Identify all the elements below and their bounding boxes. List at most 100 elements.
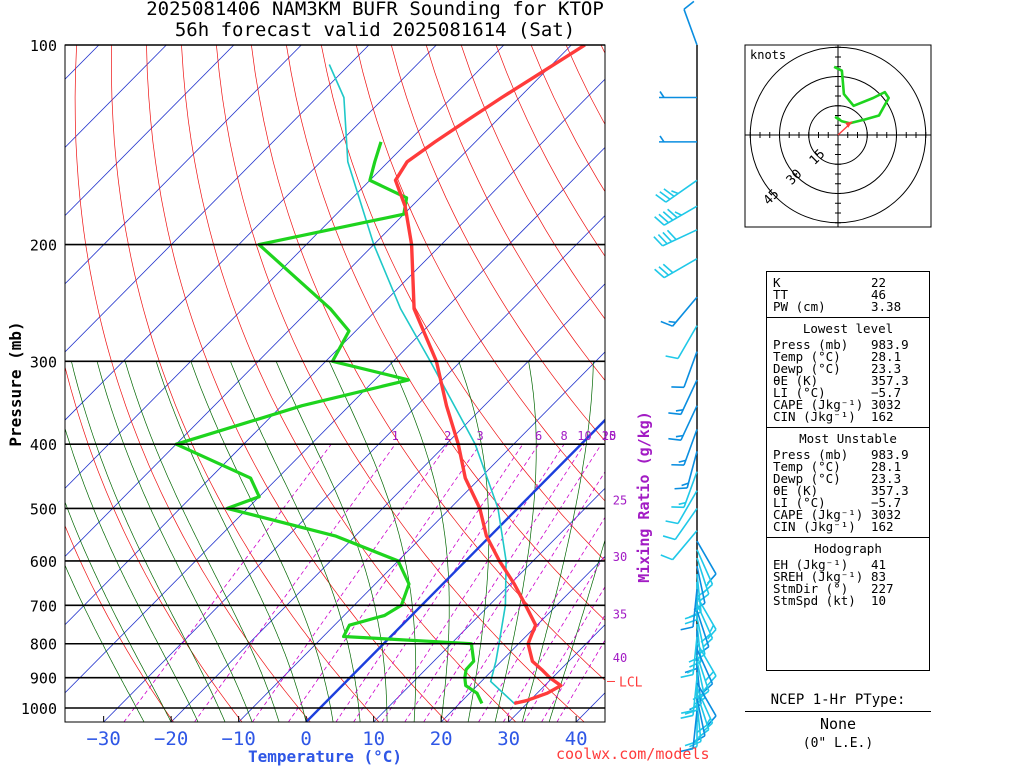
wind-barb-shaft bbox=[696, 682, 717, 717]
mixing-ratio-line bbox=[252, 443, 449, 722]
moist-adiabat-line bbox=[494, 361, 537, 722]
wind-barb-feather bbox=[660, 320, 673, 327]
wind-barb-shaft bbox=[696, 617, 706, 655]
wind-barb-shaft bbox=[677, 325, 698, 359]
indices-value: −5.7 bbox=[871, 495, 902, 510]
wind-barb-shaft bbox=[674, 507, 698, 541]
mixing-ratio-value-label: 35 bbox=[613, 607, 627, 621]
dry-adiabat-line bbox=[146, 45, 448, 722]
wind-barb-shaft bbox=[696, 693, 710, 730]
indices-row: CIN (Jkg⁻¹) 162 bbox=[773, 409, 923, 424]
isotherm-line bbox=[103, 215, 605, 722]
chart-subtitle: 56h forecast valid 2025081614 (Sat) bbox=[174, 19, 576, 41]
indices-row: θE (K) 357.3 bbox=[773, 484, 923, 497]
wind-barb-feather bbox=[689, 740, 702, 748]
indices-row: LI (°C) −5.7 bbox=[773, 386, 923, 399]
indices-value: 28.1 bbox=[871, 349, 902, 364]
indices-row: Dewp (°C) 23.3 bbox=[773, 471, 923, 486]
mixing-ratio-value-label: 20 bbox=[602, 429, 616, 443]
pressure-tick-label: 400 bbox=[30, 436, 57, 454]
mixing-ratio-value-label: 15 bbox=[602, 429, 616, 443]
moist-adiabat-line bbox=[458, 361, 490, 722]
wind-barb bbox=[654, 205, 698, 226]
moist-adiabat-line bbox=[65, 427, 199, 722]
wind-barb-shaft bbox=[696, 660, 706, 699]
wind-barb bbox=[665, 325, 698, 360]
credit-link[interactable]: coolwx.com/models bbox=[556, 745, 710, 763]
isotherm-line bbox=[170, 283, 605, 722]
mixing-ratio-value-label: 25 bbox=[613, 494, 627, 508]
indices-label: LI (°C) bbox=[773, 495, 826, 510]
dry-adiabat-line bbox=[65, 365, 243, 722]
indices-row: StmSpd (kt) 10 bbox=[773, 593, 923, 608]
wind-barb-shaft bbox=[663, 205, 698, 226]
dry-adiabat-line bbox=[65, 524, 174, 722]
wind-barb-feather bbox=[668, 437, 682, 441]
moist-adiabat-line bbox=[275, 361, 388, 722]
wind-barb-feather bbox=[684, 709, 698, 715]
moist-adiabat-line bbox=[328, 361, 417, 722]
indices-label: Temp (°C) bbox=[773, 459, 841, 474]
indices-value: 10 bbox=[871, 593, 887, 608]
wind-barb-feather bbox=[658, 213, 669, 224]
indices-value: 162 bbox=[871, 409, 894, 424]
ptype-box: NCEP 1-Hr PType: None (0" L.E.) bbox=[745, 692, 931, 751]
mixing-ratio-line bbox=[123, 443, 332, 722]
indices-value: 23.3 bbox=[871, 471, 902, 486]
moist-adiabats bbox=[65, 361, 605, 722]
wind-barb-feather bbox=[657, 234, 668, 245]
moist-adiabat-line bbox=[65, 564, 145, 722]
y-axis-label: Pressure (mb) bbox=[6, 321, 25, 446]
moist-adiabat-line bbox=[230, 361, 361, 722]
temperature-tick-label: −10 bbox=[221, 728, 255, 750]
mixing-ratio-value-label: 8 bbox=[561, 429, 568, 443]
indices-label: Dewp (°C) bbox=[773, 361, 841, 376]
wind-barb bbox=[680, 677, 698, 719]
indices-value: 28.1 bbox=[871, 459, 902, 474]
wind-barb bbox=[680, 589, 698, 631]
dry-adiabat-line bbox=[181, 45, 517, 722]
indices-label: TT bbox=[773, 287, 789, 302]
wind-barb-feather bbox=[653, 236, 664, 247]
indices-row: K 22 bbox=[773, 275, 923, 290]
indices-row: TT 46 bbox=[773, 287, 923, 302]
isotherm-line bbox=[440, 555, 605, 722]
wind-barb-shaft bbox=[696, 596, 717, 630]
wind-barb-feather bbox=[696, 724, 708, 734]
wind-barb-feather bbox=[678, 501, 686, 506]
wind-barb bbox=[671, 471, 698, 509]
lcl-label: LCL bbox=[619, 675, 643, 690]
wind-barb-shaft bbox=[671, 530, 698, 561]
isotherm-line bbox=[65, 45, 235, 217]
wind-barb-feather bbox=[707, 628, 717, 640]
moist-adiabat-line bbox=[190, 361, 334, 722]
moist-adiabat-line bbox=[124, 361, 280, 722]
wind-barb-feather bbox=[675, 434, 684, 438]
wind-barb-column bbox=[653, 0, 717, 753]
dry-adiabat-line bbox=[355, 45, 605, 502]
mixing-ratio-line bbox=[194, 443, 396, 722]
wind-barb-shaft bbox=[692, 589, 698, 628]
wind-barb bbox=[668, 405, 698, 441]
wind-barb-feather bbox=[662, 231, 673, 243]
mixing-ratio-value-label: 30 bbox=[613, 550, 627, 564]
indices-label: K bbox=[773, 275, 781, 290]
indices-value: 162 bbox=[871, 519, 894, 534]
indices-section: K 22 TT 46 PW (cm) 3.38 bbox=[767, 272, 929, 318]
indices-value: 3032 bbox=[871, 397, 902, 412]
dry-adiabat-line bbox=[74, 45, 311, 722]
wind-barb-feather bbox=[659, 191, 671, 200]
indices-value: 3032 bbox=[871, 507, 902, 522]
wind-barb-shaft bbox=[683, 351, 698, 388]
moist-adiabat-line bbox=[65, 501, 172, 722]
wind-barb-feather bbox=[680, 626, 694, 631]
isotherm-line bbox=[65, 45, 370, 353]
pressure-tick-label: 1000 bbox=[21, 700, 57, 718]
indices-row: LI (°C) −5.7 bbox=[773, 495, 923, 510]
wind-barb-shaft bbox=[663, 257, 698, 279]
wind-barb-feather bbox=[668, 320, 676, 324]
dry-adiabat-line bbox=[111, 45, 380, 722]
wind-barb-feather bbox=[684, 740, 698, 747]
wind-barb-shaft bbox=[696, 557, 710, 595]
wind-barb-shaft bbox=[683, 9, 698, 46]
